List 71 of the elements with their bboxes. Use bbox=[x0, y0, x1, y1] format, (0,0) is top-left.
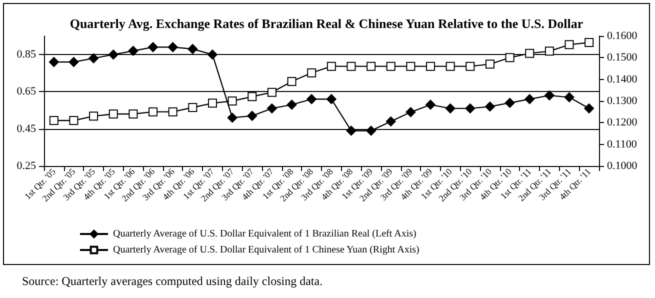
y-tick-label: 0.25 bbox=[16, 160, 36, 172]
point bbox=[227, 112, 238, 123]
point bbox=[48, 57, 59, 67]
point bbox=[466, 62, 475, 71]
point bbox=[505, 53, 514, 62]
point bbox=[484, 102, 495, 112]
point bbox=[544, 90, 554, 100]
point bbox=[326, 62, 336, 71]
point bbox=[208, 98, 217, 108]
point bbox=[68, 57, 79, 67]
point bbox=[188, 103, 198, 112]
y2-tick-label: 0.1500 bbox=[607, 52, 638, 64]
point bbox=[386, 116, 396, 126]
point bbox=[446, 62, 455, 71]
point bbox=[525, 48, 534, 58]
point bbox=[406, 107, 416, 118]
source-note: Source: Quarterly averages computed using daily closing data. bbox=[22, 274, 323, 289]
point bbox=[168, 42, 178, 52]
point bbox=[108, 50, 118, 60]
point bbox=[188, 44, 198, 54]
point bbox=[248, 92, 257, 102]
y2-tick-label: 0.1000 bbox=[607, 160, 638, 172]
point bbox=[426, 62, 436, 71]
point bbox=[148, 42, 158, 52]
point bbox=[485, 60, 494, 69]
point bbox=[148, 107, 158, 116]
point bbox=[88, 53, 99, 64]
point bbox=[128, 110, 138, 118]
y-tick-label: 0.65 bbox=[16, 86, 36, 98]
point bbox=[346, 62, 356, 71]
point bbox=[108, 110, 118, 118]
point bbox=[366, 126, 376, 136]
point bbox=[346, 126, 356, 136]
y2-tick-label: 0.1400 bbox=[607, 73, 638, 86]
point bbox=[584, 38, 594, 47]
point bbox=[564, 40, 574, 50]
point bbox=[307, 68, 316, 78]
y-tick-label: 0.85 bbox=[16, 48, 36, 61]
point bbox=[465, 103, 476, 114]
point bbox=[504, 98, 515, 108]
point bbox=[386, 62, 396, 71]
point bbox=[524, 94, 535, 104]
point bbox=[267, 88, 276, 97]
point bbox=[584, 103, 594, 114]
point bbox=[286, 100, 297, 110]
point bbox=[426, 100, 436, 110]
point bbox=[207, 50, 218, 60]
point bbox=[128, 46, 138, 56]
point bbox=[287, 77, 296, 86]
point bbox=[366, 62, 376, 71]
point bbox=[69, 116, 78, 125]
point bbox=[326, 94, 336, 104]
point bbox=[544, 46, 554, 56]
point bbox=[266, 103, 277, 114]
legend-label: Quarterly Average of U.S. Dollar Equivalent of 1 Chinese Yuan (Right Axis) bbox=[113, 244, 420, 256]
y2-tick-label: 0.1200 bbox=[607, 116, 638, 129]
point bbox=[89, 112, 98, 121]
point bbox=[228, 96, 237, 106]
point bbox=[49, 116, 58, 125]
chart-title: Quarterly Avg. Exchange Rates of Brazilian Real & Chinese Yuan Relative to the U.S. Dollar bbox=[70, 16, 584, 31]
y-tick-label: 0.45 bbox=[16, 122, 36, 135]
point bbox=[168, 107, 178, 116]
point bbox=[247, 110, 258, 121]
point bbox=[564, 92, 574, 102]
y2-tick-label: 0.1300 bbox=[607, 95, 638, 107]
y2-tick-label: 0.1600 bbox=[607, 30, 638, 42]
point bbox=[445, 103, 456, 114]
point bbox=[306, 94, 317, 104]
y2-tick-label: 0.1100 bbox=[607, 138, 638, 150]
legend-label: Quarterly Average of U.S. Dollar Equivalent of 1 Brazilian Real (Left Axis) bbox=[113, 228, 416, 240]
point bbox=[406, 62, 416, 71]
